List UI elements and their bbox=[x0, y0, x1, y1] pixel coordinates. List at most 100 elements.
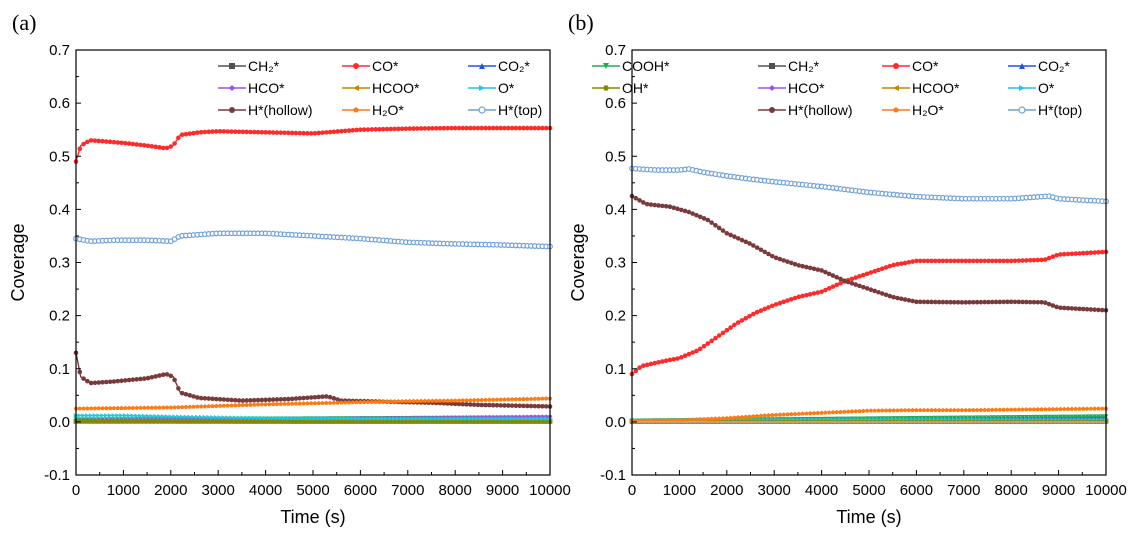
y-tick-label: 0.6 bbox=[49, 95, 70, 112]
data-point bbox=[807, 265, 813, 271]
data-point bbox=[411, 126, 416, 131]
data-point bbox=[373, 127, 378, 132]
data-point bbox=[179, 132, 185, 138]
data-point bbox=[126, 413, 132, 418]
data-point bbox=[989, 415, 995, 420]
data-point bbox=[543, 404, 549, 409]
legend-entry: O* bbox=[1008, 80, 1055, 96]
data-point bbox=[899, 408, 904, 413]
legend: CH₂* CO* CO₂* COOH* HCO* HCOO* O* OH* H*(hollow)… bbox=[218, 58, 670, 118]
data-point bbox=[517, 125, 522, 131]
data-point bbox=[509, 419, 515, 424]
data-point bbox=[305, 419, 310, 424]
data-point bbox=[251, 397, 257, 403]
data-point bbox=[1020, 258, 1025, 263]
data-point bbox=[751, 414, 756, 419]
data-point bbox=[388, 126, 394, 132]
x-tick-label: 10000 bbox=[529, 482, 571, 499]
y-tick-label: 0.5 bbox=[605, 148, 626, 165]
data-point bbox=[191, 130, 196, 136]
data-point bbox=[274, 130, 280, 135]
legend-entry: OH* bbox=[592, 80, 649, 96]
data-point bbox=[532, 125, 538, 131]
data-point bbox=[517, 403, 522, 409]
data-point bbox=[164, 372, 170, 377]
data-point bbox=[160, 419, 166, 424]
data-point bbox=[293, 396, 299, 401]
data-point bbox=[274, 401, 280, 406]
series-line bbox=[631, 195, 1107, 311]
data-point bbox=[104, 405, 109, 411]
data-point bbox=[453, 398, 458, 403]
x-tick-label: 6000 bbox=[900, 482, 933, 499]
data-point bbox=[754, 309, 760, 315]
data-point bbox=[286, 419, 291, 424]
data-point bbox=[161, 405, 166, 410]
data-point bbox=[1035, 257, 1041, 263]
data-point bbox=[354, 400, 359, 405]
data-point bbox=[187, 414, 193, 420]
data-point bbox=[214, 417, 219, 422]
data-point bbox=[263, 397, 268, 403]
data-point bbox=[895, 295, 900, 301]
data-point bbox=[452, 419, 458, 424]
data-point bbox=[134, 142, 139, 147]
data-point bbox=[963, 415, 968, 421]
data-point bbox=[320, 400, 325, 405]
y-axis-label: Coverage bbox=[8, 223, 28, 301]
data-point bbox=[202, 414, 208, 420]
data-point bbox=[286, 415, 291, 421]
data-point bbox=[373, 399, 378, 404]
data-point bbox=[126, 141, 132, 146]
data-point bbox=[830, 410, 836, 415]
data-point bbox=[1073, 406, 1078, 411]
data-point bbox=[297, 416, 303, 421]
data-point bbox=[929, 415, 934, 421]
data-point bbox=[974, 407, 980, 412]
data-point bbox=[543, 419, 549, 424]
data-point bbox=[350, 416, 356, 421]
data-point bbox=[910, 407, 915, 413]
data-point bbox=[1012, 407, 1018, 412]
data-point bbox=[675, 418, 680, 423]
data-point bbox=[644, 201, 650, 207]
data-point bbox=[879, 291, 885, 296]
data-point bbox=[505, 419, 511, 424]
data-point bbox=[483, 397, 488, 402]
data-point bbox=[267, 130, 272, 135]
data-point bbox=[441, 415, 447, 420]
data-point bbox=[414, 419, 420, 424]
data-point bbox=[944, 299, 950, 305]
panel-label: (a) bbox=[12, 10, 36, 35]
data-point bbox=[232, 397, 238, 403]
legend-entry: H*(top) bbox=[1008, 102, 1082, 118]
data-point bbox=[418, 126, 424, 131]
data-point bbox=[479, 402, 485, 408]
legend-swatch-marker bbox=[353, 85, 359, 91]
data-point bbox=[104, 413, 109, 418]
data-point bbox=[993, 407, 999, 412]
data-point bbox=[853, 282, 859, 287]
data-point bbox=[422, 416, 428, 421]
data-point bbox=[808, 411, 813, 416]
data-point bbox=[141, 376, 147, 381]
series-h-o- bbox=[629, 406, 1109, 423]
data-point bbox=[906, 407, 912, 413]
data-point bbox=[1001, 407, 1006, 412]
data-point bbox=[540, 125, 545, 131]
data-point bbox=[505, 403, 511, 408]
panel-label: (b) bbox=[568, 10, 594, 35]
data-point bbox=[540, 403, 545, 409]
data-point bbox=[792, 295, 798, 301]
x-tick-label: 4000 bbox=[249, 482, 282, 499]
data-point bbox=[278, 419, 284, 424]
data-point bbox=[289, 130, 295, 136]
data-point bbox=[777, 256, 783, 262]
data-point bbox=[739, 414, 745, 419]
data-point bbox=[494, 397, 500, 402]
data-point bbox=[278, 130, 284, 135]
data-point bbox=[974, 258, 980, 264]
data-point bbox=[198, 419, 204, 424]
legend-label: HCOO* bbox=[912, 80, 960, 96]
data-point bbox=[217, 415, 223, 420]
